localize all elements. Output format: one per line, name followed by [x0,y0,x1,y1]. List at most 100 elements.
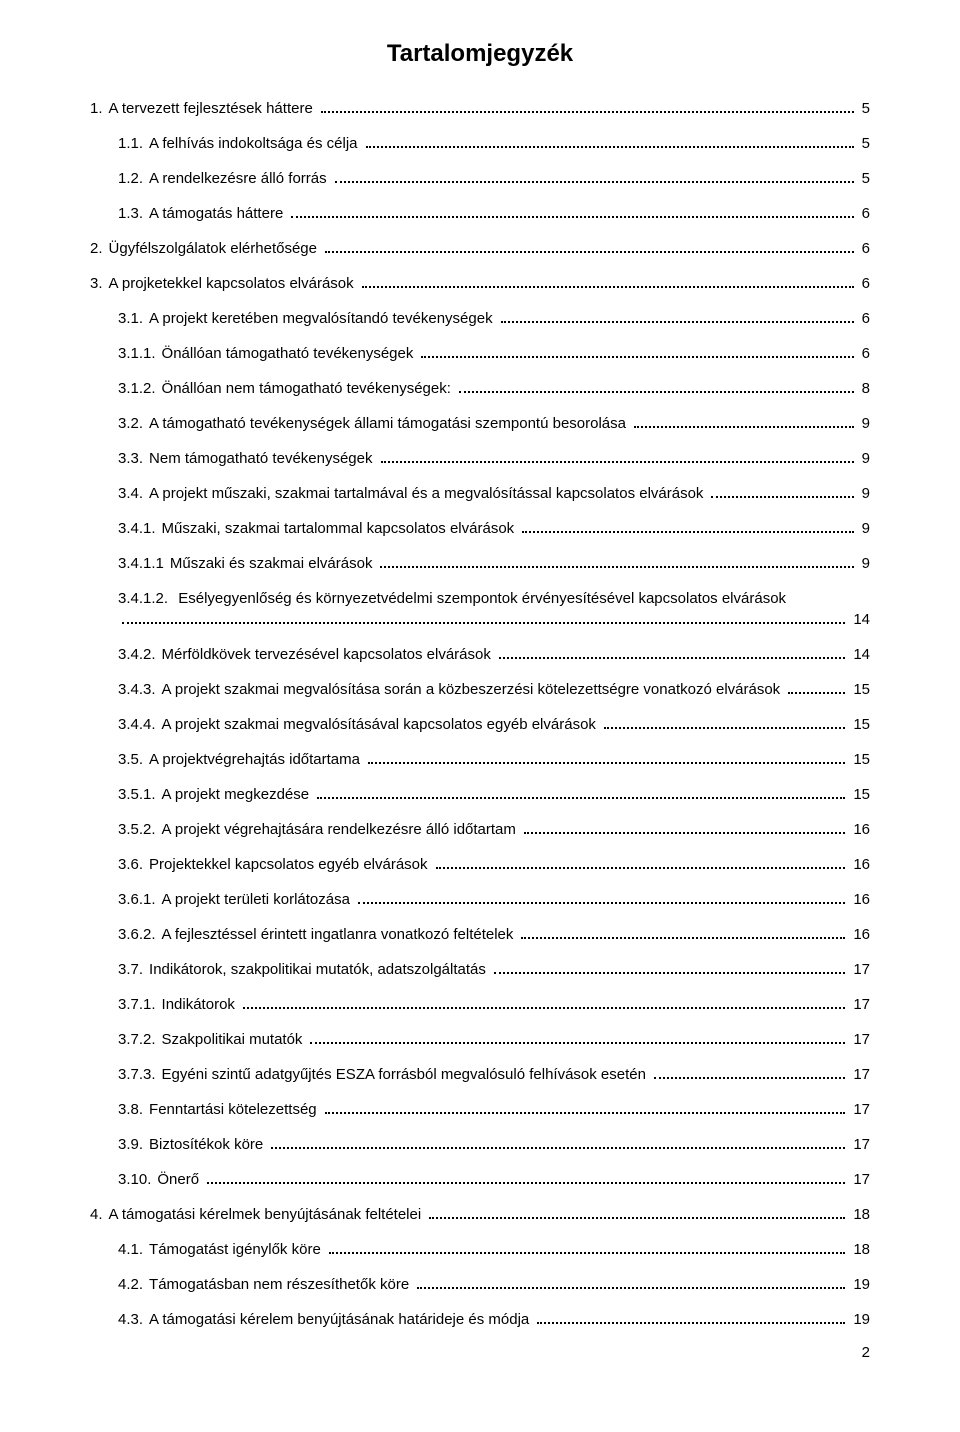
toc-entry-page: 5 [858,168,870,189]
toc-entry-text: A támogatási kérelmek benyújtásának felt… [109,1204,426,1225]
toc-leader-dots [243,1007,845,1009]
toc-entry-text: Önállóan nem támogatható tevékenységek: [162,378,455,399]
toc-entry-page: 9 [858,553,870,574]
toc-entry-text: Műszaki és szakmai elvárások [170,553,377,574]
toc-leader-dots [368,762,845,764]
toc-entry-text: A projketekkel kapcsolatos elvárások [109,273,358,294]
toc-entry-page: 9 [858,448,870,469]
toc-entry: 1.2.A rendelkezésre álló forrás5 [90,168,870,189]
toc-leader-dots [788,692,845,694]
toc-leader-dots [291,216,853,218]
toc-entry: 2.Ügyfélszolgálatok elérhetősége6 [90,238,870,259]
toc-entry-number: 3. [90,273,109,294]
toc-entry-page: 6 [858,238,870,259]
toc-entry-number: 3.7.1. [118,994,162,1015]
toc-entry-number: 3.9. [118,1134,149,1155]
toc-entry-text: A fejlesztéssel érintett ingatlanra vona… [162,924,518,945]
toc-entry-number: 3.6.1. [118,889,162,910]
toc-entry-text: Fenntartási kötelezettség [149,1099,321,1120]
toc-entry: 3.4.A projekt műszaki, szakmai tartalmáv… [90,483,870,504]
toc-leader-dots [122,622,845,624]
toc-entry-text: A projekt szakmai megvalósításával kapcs… [162,714,600,735]
toc-entry-page: 5 [858,133,870,154]
toc-entry-text: A projekt végrehajtására rendelkezésre á… [162,819,520,840]
toc-entry-text: Műszaki, szakmai tartalommal kapcsolatos… [162,518,519,539]
toc-entry-number: 3.4.4. [118,714,162,735]
toc-entry: 3.4.2.Mérföldkövek tervezésével kapcsola… [90,644,870,665]
toc-entry-page: 8 [858,378,870,399]
toc-leader-dots [329,1252,846,1254]
toc-entry-number: 3.5.1. [118,784,162,805]
toc-entry-page: 16 [849,924,870,945]
toc-entry: 4.A támogatási kérelmek benyújtásának fe… [90,1204,870,1225]
toc-entry-number: 3.4.1.2. [118,590,174,607]
toc-entry-text: Önállóan támogatható tevékenységek [162,343,418,364]
toc-leader-dots [381,461,854,463]
toc-entry-text: Projektekkel kapcsolatos egyéb elvárások [149,854,431,875]
page-title: Tartalomjegyzék [90,40,870,68]
toc-entry: 3.7.1.Indikátorok17 [90,994,870,1015]
toc-entry-text: A projekt keretében megvalósítandó tevék… [149,308,497,329]
toc-entry-text: A támogatási kérelem benyújtásának határ… [149,1309,533,1330]
toc-entry-number: 4.1. [118,1239,149,1260]
toc-entry-page: 9 [858,518,870,539]
toc-entry-text: A projekt területi korlátozása [162,889,354,910]
toc-entry: 3.9.Biztosítékok köre17 [90,1134,870,1155]
toc-entry-text: Ügyfélszolgálatok elérhetősége [109,238,321,259]
toc-entry-number: 1. [90,98,109,119]
toc-entry-text: Támogatást igénylők köre [149,1239,325,1260]
toc-entry: 3.A projketekkel kapcsolatos elvárások6 [90,273,870,294]
toc-entry-page: 17 [849,1029,870,1050]
toc-entry: 4.2.Támogatásban nem részesíthetők köre1… [90,1274,870,1295]
toc-entry-page: 17 [849,1099,870,1120]
toc-entry-number: 1.3. [118,203,149,224]
toc-leader-dots [417,1287,845,1289]
toc-entry-page: 19 [849,1309,870,1330]
toc-entry-number: 4. [90,1204,109,1225]
toc-entry-number: 3.8. [118,1099,149,1120]
toc-entry-text: Esélyegyenlőség és környezetvédelmi szem… [178,590,790,607]
toc-entry-number: 3.7.3. [118,1064,162,1085]
toc-leader-dots [459,391,854,393]
toc-entry: 3.5.2.A projekt végrehajtására rendelkez… [90,819,870,840]
toc-entry-number: 4.2. [118,1274,149,1295]
toc-entry-number: 3.6.2. [118,924,162,945]
toc-leader-dots [421,356,853,358]
toc-entry-page: 6 [858,343,870,364]
toc-entry: 3.7.3.Egyéni szintű adatgyűjtés ESZA for… [90,1064,870,1085]
toc-entry: 3.6.Projektekkel kapcsolatos egyéb elvár… [90,854,870,875]
toc-leader-dots [366,146,854,148]
toc-entry-text: Támogatásban nem részesíthetők köre [149,1274,413,1295]
toc-entry: 3.10.Önerő17 [90,1169,870,1190]
toc-entry-page: 17 [849,959,870,980]
toc-entry: 3.4.3.A projekt szakmai megvalósítása so… [90,679,870,700]
toc-leader-dots [524,832,845,834]
toc-leader-dots [436,867,846,869]
toc-entry-page: 9 [858,483,870,504]
toc-entry-number: 3.7.2. [118,1029,162,1050]
toc-entry-text: A projektvégrehajtás időtartama [149,749,364,770]
toc-entry: 3.7.Indikátorok, szakpolitikai mutatók, … [90,959,870,980]
toc-leader-dots [499,657,845,659]
toc-entry: 3.5.A projektvégrehajtás időtartama15 [90,749,870,770]
toc-entry: 1.A tervezett fejlesztések háttere5 [90,98,870,119]
page-number: 2 [90,1344,870,1361]
toc-entry-text: A projekt műszaki, szakmai tartalmával é… [149,483,707,504]
toc-entry-number: 4.3. [118,1309,149,1330]
toc-entry-number: 3.7. [118,959,149,980]
toc-leader-dots [358,902,845,904]
toc-entry-page: 6 [858,308,870,329]
toc-entry-number: 3.5.2. [118,819,162,840]
toc-entry-page: 16 [849,819,870,840]
toc-entry: 3.4.1.Műszaki, szakmai tartalommal kapcs… [90,518,870,539]
toc-entry-page: 18 [849,1204,870,1225]
toc-entry: 3.1.A projekt keretében megvalósítandó t… [90,308,870,329]
toc-entry-page: 18 [849,1239,870,1260]
toc-entry-page: 17 [849,994,870,1015]
toc-entry-number: 3.10. [118,1169,157,1190]
toc-entry-number: 3.6. [118,854,149,875]
toc-leader-dots [321,111,854,113]
toc-entry-number: 3.5. [118,749,149,770]
toc-entry-text: Mérföldkövek tervezésével kapcsolatos el… [162,644,495,665]
toc-entry-number: 3.4.1. [118,518,162,539]
